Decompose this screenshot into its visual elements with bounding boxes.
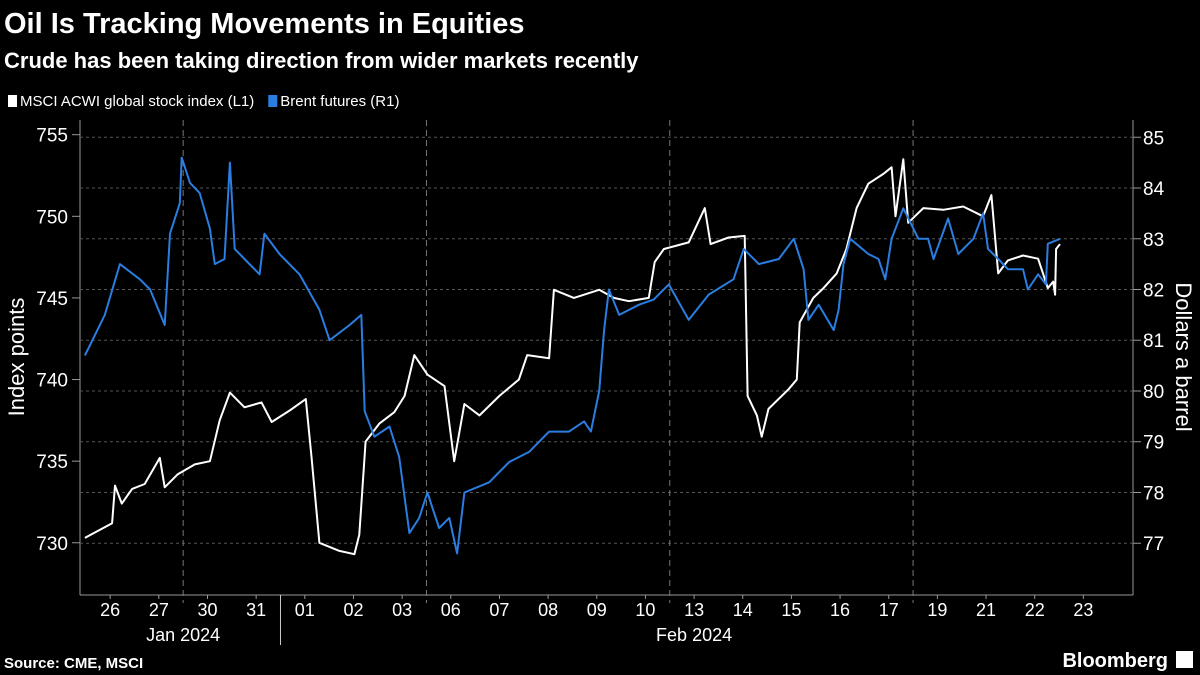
y2-tick-label: 83: [1143, 230, 1164, 251]
x-tick-label: 06: [441, 600, 461, 620]
series-line: [84, 158, 1061, 556]
x-tick-label: 31: [246, 600, 266, 620]
y-tick-label: 755: [36, 126, 68, 147]
x-tick-label: 21: [976, 600, 996, 620]
x-tick-label: 19: [927, 600, 947, 620]
y2-tick-label: 78: [1143, 483, 1164, 504]
legend-swatch: [8, 95, 17, 107]
x-tick-label: 27: [149, 600, 169, 620]
x-tick-label: 15: [781, 600, 801, 620]
y2-tick-label: 84: [1143, 179, 1165, 200]
legend-label: Brent futures (R1): [280, 93, 399, 110]
chart-subtitle: Crude has been taking direction from wid…: [4, 48, 639, 73]
y2-tick-label: 79: [1143, 433, 1164, 454]
x-tick-label: 13: [684, 600, 704, 620]
y2-axis-label: Dollars a barrel: [1171, 282, 1196, 431]
x-tick-label: 10: [635, 600, 655, 620]
x-tick-label: 17: [879, 600, 899, 620]
series-line: [84, 156, 1061, 555]
legend-swatch: [268, 95, 278, 107]
x-tick-label: 08: [538, 600, 558, 620]
x-tick-label: 02: [343, 600, 363, 620]
x-tick-label: 26: [100, 600, 120, 620]
chart-title: Oil Is Tracking Movements in Equities: [4, 8, 525, 40]
legend-label: MSCI ACWI global stock index (L1): [20, 93, 254, 110]
x-tick-label: 16: [830, 600, 850, 620]
brand: Bloomberg: [1062, 650, 1168, 672]
y2-tick-label: 80: [1143, 382, 1164, 403]
y-axis-label: Index points: [4, 298, 29, 417]
x-tick-label: 30: [197, 600, 217, 620]
y2-tick-label: 82: [1143, 280, 1164, 301]
y-tick-label: 750: [36, 207, 68, 228]
x-group-label: Feb 2024: [656, 625, 732, 645]
x-tick-label: 23: [1073, 600, 1093, 620]
brand-icon: [1176, 651, 1193, 668]
x-tick-label: 01: [295, 600, 315, 620]
y-tick-label: 740: [36, 371, 68, 392]
y-tick-label: 735: [36, 452, 68, 473]
x-tick-label: 22: [1025, 600, 1045, 620]
x-tick-label: 03: [392, 600, 412, 620]
x-group-label: Jan 2024: [146, 625, 220, 645]
y2-tick-label: 81: [1143, 331, 1164, 352]
source: Source: CME, MSCI: [4, 655, 143, 672]
x-tick-label: 07: [489, 600, 509, 620]
x-tick-label: 09: [587, 600, 607, 620]
y-tick-label: 730: [36, 534, 68, 555]
x-tick-label: 14: [733, 600, 753, 620]
y2-tick-label: 85: [1143, 128, 1164, 149]
y2-tick-label: 77: [1143, 534, 1164, 555]
y-tick-label: 745: [36, 289, 68, 310]
